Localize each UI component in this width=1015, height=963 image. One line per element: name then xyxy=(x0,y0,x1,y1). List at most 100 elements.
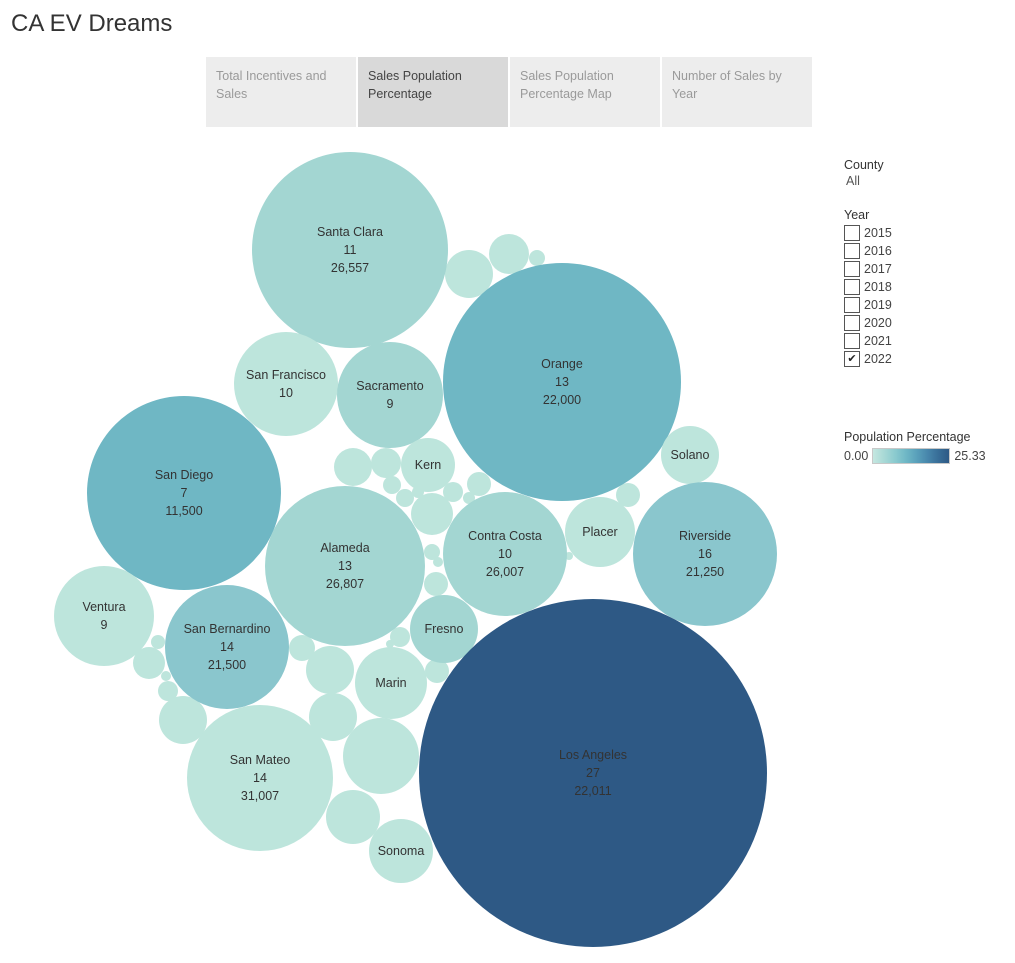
bubble-santa-clara[interactable] xyxy=(252,152,448,348)
bubble-chart: Santa Clara 11 26,557 Orange 13 22,000 San Fra… xyxy=(54,152,777,947)
tab-sales-population-percentage-map[interactable]: Sales Population Percentage Map xyxy=(510,57,660,127)
county-bubble[interactable] xyxy=(371,448,401,478)
bubble-placer[interactable] xyxy=(565,497,635,567)
filter-panel: County All Year 2015 2016 2017 2018 2019… xyxy=(844,158,1009,368)
bubble-sales-label: 31,007 xyxy=(241,789,279,803)
color-ramp xyxy=(872,448,951,464)
bubble-san-diego[interactable] xyxy=(87,396,281,590)
bubble-sales-label: 21,250 xyxy=(686,565,724,579)
year-label: 2020 xyxy=(864,316,892,330)
year-option-2016[interactable]: 2016 xyxy=(844,242,1009,260)
legend-max: 25.33 xyxy=(954,449,986,463)
county-bubble[interactable] xyxy=(445,250,493,298)
year-label: 2019 xyxy=(864,298,892,312)
county-bubble[interactable] xyxy=(343,718,419,794)
county-bubble[interactable] xyxy=(334,448,372,486)
county-bubble[interactable] xyxy=(463,492,475,504)
bubble-county-label: Placer xyxy=(582,525,617,539)
year-checkbox[interactable] xyxy=(844,261,860,277)
county-bubble[interactable] xyxy=(424,544,440,560)
county-bubble[interactable] xyxy=(390,627,410,647)
county-bubble[interactable] xyxy=(529,250,545,266)
bubble-county-label: Ventura xyxy=(82,600,125,614)
county-bubble[interactable] xyxy=(383,476,401,494)
bubble-county-label: Riverside xyxy=(679,529,731,543)
year-option-2020[interactable]: 2020 xyxy=(844,314,1009,332)
bubble-san-bernardino[interactable] xyxy=(165,585,289,709)
county-bubble[interactable] xyxy=(326,790,380,844)
year-checkbox[interactable] xyxy=(844,315,860,331)
bubble-sales-label: 26,807 xyxy=(326,577,364,591)
county-bubble[interactable] xyxy=(433,557,443,567)
county-bubble[interactable] xyxy=(133,647,165,679)
county-bubble[interactable] xyxy=(161,671,171,681)
county-bubble[interactable] xyxy=(467,472,491,496)
bubble-county-label: Kern xyxy=(415,458,441,472)
year-option-2017[interactable]: 2017 xyxy=(844,260,1009,278)
bubble-county-label: San Diego xyxy=(155,468,213,482)
year-checkbox[interactable] xyxy=(844,297,860,313)
county-bubble[interactable] xyxy=(159,696,207,744)
legend-title: Population Percentage xyxy=(844,430,971,444)
bubble-county-label: Orange xyxy=(541,357,583,371)
bubble-sales-label: 21,500 xyxy=(208,658,246,672)
county-bubble[interactable] xyxy=(306,646,354,694)
checkmark-icon: ✔ xyxy=(847,352,857,365)
bubble-orange[interactable] xyxy=(443,263,681,501)
county-bubble[interactable] xyxy=(425,659,449,683)
bubble-percentage-label: 11 xyxy=(344,243,357,257)
year-option-2022[interactable]: ✔ 2022 xyxy=(844,350,1009,368)
year-option-2018[interactable]: 2018 xyxy=(844,278,1009,296)
year-option-2019[interactable]: 2019 xyxy=(844,296,1009,314)
bubble-sacramento[interactable] xyxy=(337,342,443,448)
county-bubble[interactable] xyxy=(289,635,315,661)
story-tabs: Total Incentives and Sales Sales Populat… xyxy=(206,57,812,127)
bubble-solano[interactable] xyxy=(661,426,719,484)
county-bubble[interactable] xyxy=(396,489,414,507)
year-option-2015[interactable]: 2015 xyxy=(844,224,1009,242)
county-bubble[interactable] xyxy=(158,681,178,701)
year-checkbox[interactable] xyxy=(844,279,860,295)
bubble-county-label: Los Angeles xyxy=(559,748,627,762)
bubble-fresno[interactable] xyxy=(410,595,478,663)
county-bubble[interactable] xyxy=(443,482,463,502)
year-checkbox[interactable] xyxy=(844,243,860,259)
bubble-los-angeles[interactable] xyxy=(419,599,767,947)
year-checkbox[interactable]: ✔ xyxy=(844,351,860,367)
bubble-percentage-label: 13 xyxy=(338,559,352,573)
county-bubble[interactable] xyxy=(386,640,394,648)
year-label: 2021 xyxy=(864,334,892,348)
bubble-marin[interactable] xyxy=(355,647,427,719)
county-bubble[interactable] xyxy=(616,483,640,507)
county-bubble[interactable] xyxy=(424,572,448,596)
county-bubble[interactable] xyxy=(489,234,529,274)
bubble-alameda[interactable] xyxy=(265,486,425,646)
bubble-san-mateo[interactable] xyxy=(187,705,333,851)
tab-total-incentives-and-sales[interactable]: Total Incentives and Sales xyxy=(206,57,356,127)
bubble-riverside[interactable] xyxy=(633,482,777,626)
bubble-percentage-label: 9 xyxy=(101,618,108,632)
bubble-sonoma[interactable] xyxy=(369,819,433,883)
county-bubble[interactable] xyxy=(411,493,453,535)
county-bubble[interactable] xyxy=(309,693,357,741)
bubble-percentage-label: 7 xyxy=(181,486,188,500)
bubble-percentage-label: 9 xyxy=(387,397,394,411)
color-legend: Population Percentage 0.00 25.33 xyxy=(844,430,1014,464)
year-label: 2017 xyxy=(864,262,892,276)
bubble-ventura[interactable] xyxy=(54,566,154,666)
county-filter-value[interactable]: All xyxy=(846,174,860,188)
bubble-percentage-label: 14 xyxy=(220,640,234,654)
bubble-county-label: Fresno xyxy=(425,622,464,636)
tab-sales-population-percentage[interactable]: Sales Population Percentage xyxy=(358,57,508,127)
bubble-county-label: Contra Costa xyxy=(468,529,542,543)
bubble-percentage-label: 10 xyxy=(279,386,293,400)
county-bubble[interactable] xyxy=(151,635,165,649)
bubble-kern[interactable] xyxy=(401,438,455,492)
bubble-contra-costa[interactable] xyxy=(443,492,567,616)
year-option-2021[interactable]: 2021 xyxy=(844,332,1009,350)
tab-number-of-sales-by-year[interactable]: Number of Sales by Year xyxy=(662,57,812,127)
bubble-county-label: Sonoma xyxy=(378,844,425,858)
bubble-san-francisco[interactable] xyxy=(234,332,338,436)
year-checkbox[interactable] xyxy=(844,333,860,349)
year-checkbox[interactable] xyxy=(844,225,860,241)
